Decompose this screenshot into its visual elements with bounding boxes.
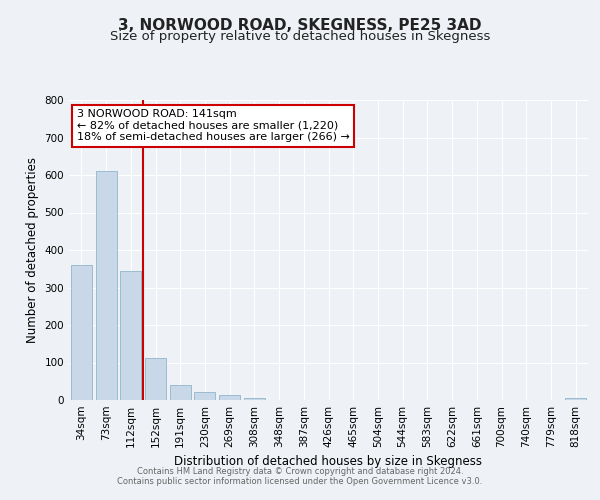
Text: Contains public sector information licensed under the Open Government Licence v3: Contains public sector information licen… xyxy=(118,477,482,486)
Bar xyxy=(120,270,141,400)
Bar xyxy=(170,385,191,400)
Bar xyxy=(145,358,166,400)
Text: 3, NORWOOD ROAD, SKEGNESS, PE25 3AD: 3, NORWOOD ROAD, SKEGNESS, PE25 3AD xyxy=(118,18,482,32)
Y-axis label: Number of detached properties: Number of detached properties xyxy=(26,157,39,343)
Bar xyxy=(565,398,586,400)
Bar xyxy=(244,398,265,400)
Bar xyxy=(95,171,116,400)
Text: Contains HM Land Registry data © Crown copyright and database right 2024.: Contains HM Land Registry data © Crown c… xyxy=(137,467,463,476)
Text: Size of property relative to detached houses in Skegness: Size of property relative to detached ho… xyxy=(110,30,490,43)
Bar xyxy=(219,395,240,400)
Text: 3 NORWOOD ROAD: 141sqm
← 82% of detached houses are smaller (1,220)
18% of semi-: 3 NORWOOD ROAD: 141sqm ← 82% of detached… xyxy=(77,109,350,142)
Bar xyxy=(71,265,92,400)
X-axis label: Distribution of detached houses by size in Skegness: Distribution of detached houses by size … xyxy=(175,456,482,468)
Bar xyxy=(194,392,215,400)
